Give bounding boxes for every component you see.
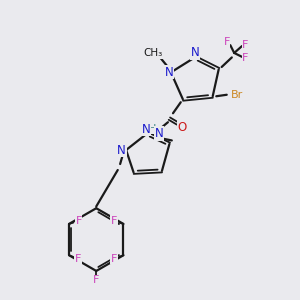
Text: F: F bbox=[224, 37, 230, 46]
Text: F: F bbox=[242, 40, 249, 50]
Text: N: N bbox=[117, 143, 126, 157]
Text: H: H bbox=[148, 124, 157, 134]
Text: F: F bbox=[242, 53, 249, 63]
Text: N: N bbox=[142, 123, 151, 136]
Text: N: N bbox=[190, 46, 199, 59]
Text: Br: Br bbox=[230, 90, 243, 100]
Text: CH₃: CH₃ bbox=[143, 48, 163, 58]
Text: F: F bbox=[111, 216, 117, 226]
Text: F: F bbox=[111, 254, 117, 264]
Text: N: N bbox=[154, 127, 163, 140]
Text: F: F bbox=[75, 254, 81, 264]
Text: F: F bbox=[93, 275, 99, 286]
Text: O: O bbox=[177, 121, 187, 134]
Text: N: N bbox=[165, 66, 174, 79]
Text: F: F bbox=[76, 216, 82, 226]
